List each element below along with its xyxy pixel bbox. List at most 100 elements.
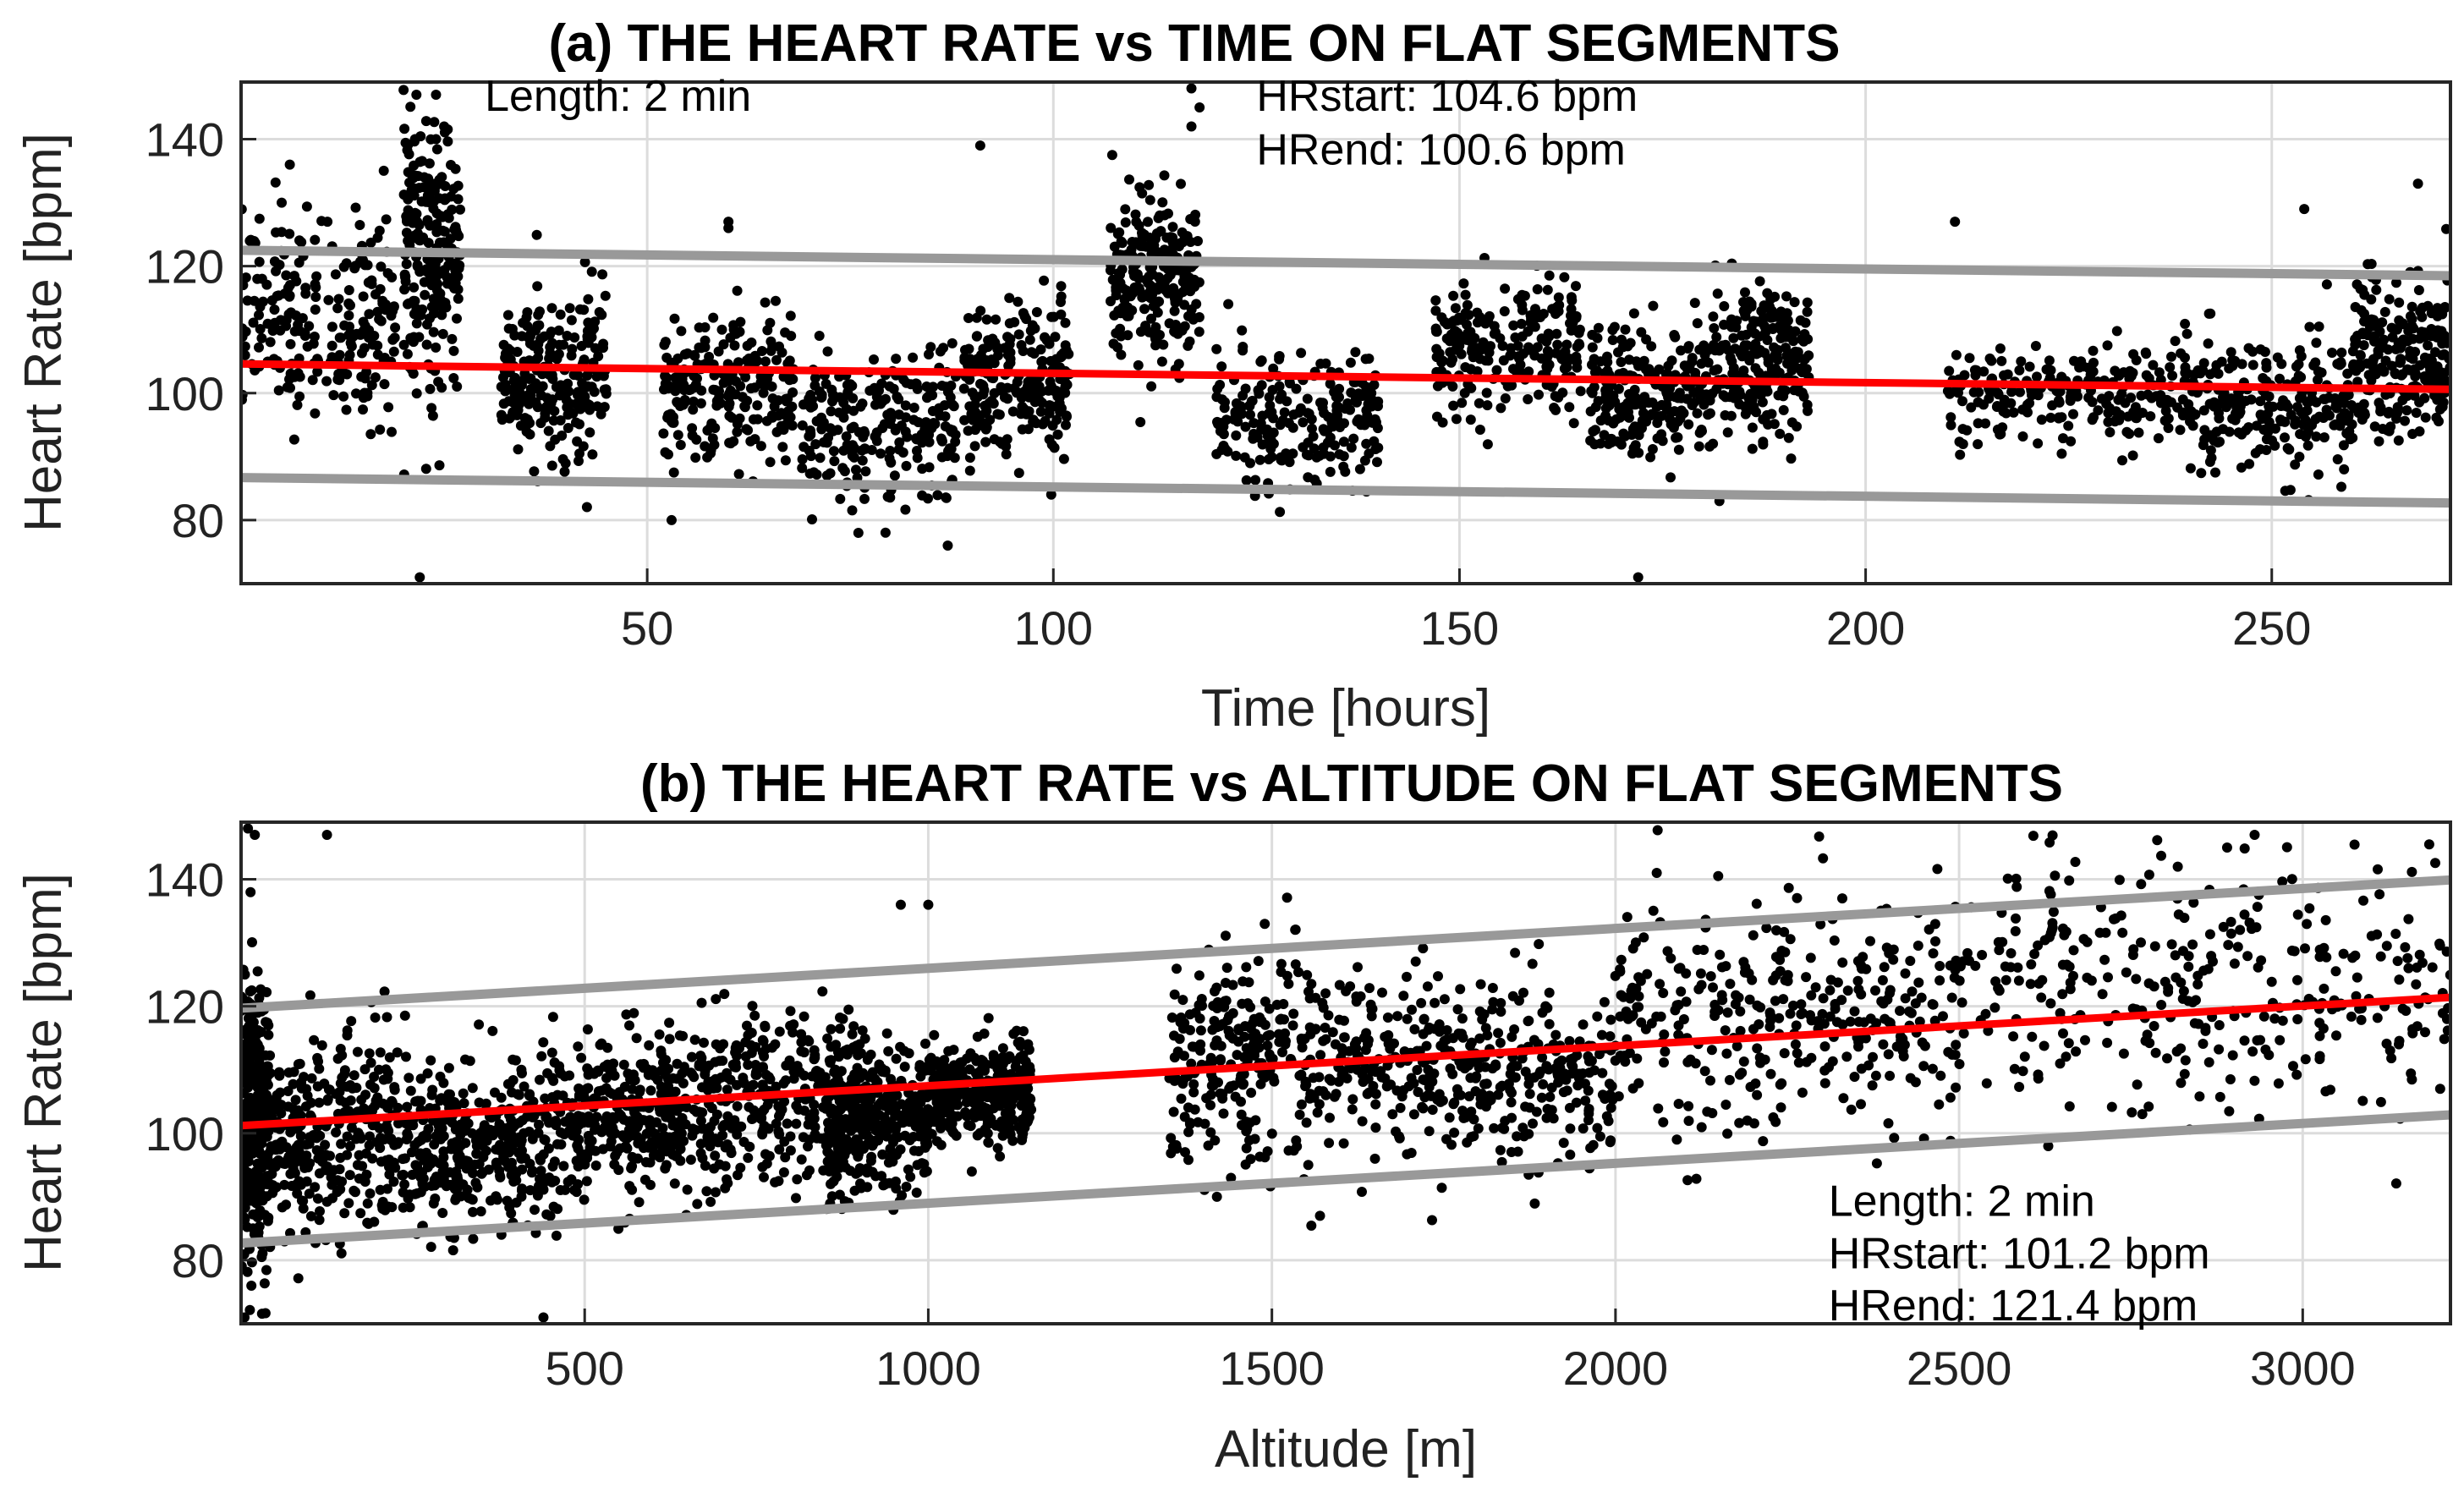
data-point <box>825 468 836 479</box>
data-point <box>777 442 788 453</box>
data-point <box>387 426 397 437</box>
data-point <box>843 1004 854 1015</box>
data-point <box>1465 414 1476 425</box>
data-point <box>838 412 849 423</box>
data-point <box>455 1119 466 1130</box>
data-point <box>2295 429 2306 440</box>
data-point <box>2096 393 2107 404</box>
data-point <box>414 1148 425 1159</box>
data-point <box>283 283 294 294</box>
data-point <box>365 1188 376 1199</box>
data-point <box>1683 419 1694 430</box>
data-point <box>1447 333 1457 344</box>
data-point <box>1612 436 1623 447</box>
data-point <box>799 1106 809 1116</box>
data-point <box>1506 380 1517 391</box>
data-point <box>2198 405 2209 416</box>
data-point <box>422 1068 433 1078</box>
data-point <box>1361 438 1372 449</box>
panel-a: (a) THE HEART RATE vs TIME ON FLAT SEGME… <box>14 14 2452 738</box>
data-point <box>757 1080 768 1091</box>
outlier-point <box>2299 204 2310 215</box>
data-point <box>960 344 970 355</box>
data-point <box>254 1159 265 1170</box>
data-point <box>2261 362 2272 373</box>
data-point <box>522 1111 533 1122</box>
data-point <box>343 1198 354 1209</box>
data-point <box>1041 335 1052 346</box>
data-point <box>381 214 392 225</box>
data-point <box>281 321 292 332</box>
data-point <box>2210 467 2220 478</box>
data-point <box>1109 241 1120 252</box>
data-point <box>1550 404 1561 415</box>
data-point <box>367 1153 378 1164</box>
data-point <box>771 1118 782 1129</box>
data-point <box>711 994 722 1005</box>
data-point <box>453 263 464 274</box>
data-point <box>1007 406 1018 417</box>
data-point <box>1986 355 1997 366</box>
data-point <box>701 1186 712 1197</box>
data-point <box>893 409 904 420</box>
data-point <box>590 1145 601 1156</box>
data-point <box>1778 327 1789 338</box>
data-point <box>1031 307 1042 317</box>
data-point <box>556 1068 566 1079</box>
data-point <box>797 454 808 464</box>
data-point <box>1692 318 1703 329</box>
data-point <box>288 1104 299 1115</box>
data-point <box>535 1173 545 1184</box>
data-point <box>1212 383 1223 394</box>
data-point <box>452 313 462 324</box>
data-point <box>1534 389 1544 400</box>
data-point <box>2218 392 2228 403</box>
data-point <box>1369 380 1380 390</box>
data-point <box>1133 359 1144 370</box>
data-point <box>375 1047 386 1058</box>
data-point <box>447 1245 458 1256</box>
data-point <box>1218 421 1229 432</box>
data-point <box>392 1047 403 1058</box>
data-point <box>251 1049 261 1060</box>
data-point <box>1277 414 1288 425</box>
data-point <box>744 353 755 364</box>
data-point <box>2128 348 2139 359</box>
data-point <box>1432 381 1443 392</box>
data-point <box>453 231 464 242</box>
data-point <box>618 1114 629 1125</box>
data-point <box>2141 370 2152 381</box>
data-point <box>244 986 255 997</box>
data-point <box>254 256 265 267</box>
data-point <box>254 1172 265 1183</box>
data-point <box>714 386 724 397</box>
data-point <box>541 403 552 414</box>
data-point <box>503 1140 514 1151</box>
data-point <box>993 343 1004 354</box>
data-point <box>2068 409 2078 420</box>
data-point <box>336 1248 347 1259</box>
data-point <box>346 1016 357 1027</box>
data-point <box>2250 447 2261 458</box>
data-point <box>285 368 296 379</box>
outlier-point <box>431 134 442 145</box>
data-point <box>785 1131 796 1142</box>
data-point <box>265 1067 276 1078</box>
data-point <box>427 410 438 421</box>
data-point <box>1017 424 1028 435</box>
data-point <box>405 332 416 343</box>
data-point <box>1237 325 1248 336</box>
data-point <box>656 1065 667 1076</box>
data-point <box>1666 472 1676 483</box>
data-point <box>1962 425 1973 436</box>
data-point <box>1587 342 1598 353</box>
data-point <box>797 463 808 474</box>
data-point <box>1973 418 1984 429</box>
data-point <box>590 1161 601 1171</box>
data-point <box>511 1197 522 1208</box>
data-point <box>848 405 859 416</box>
data-point <box>2420 412 2431 423</box>
data-point <box>677 1068 688 1079</box>
data-point <box>2403 326 2414 337</box>
data-point <box>866 445 877 455</box>
